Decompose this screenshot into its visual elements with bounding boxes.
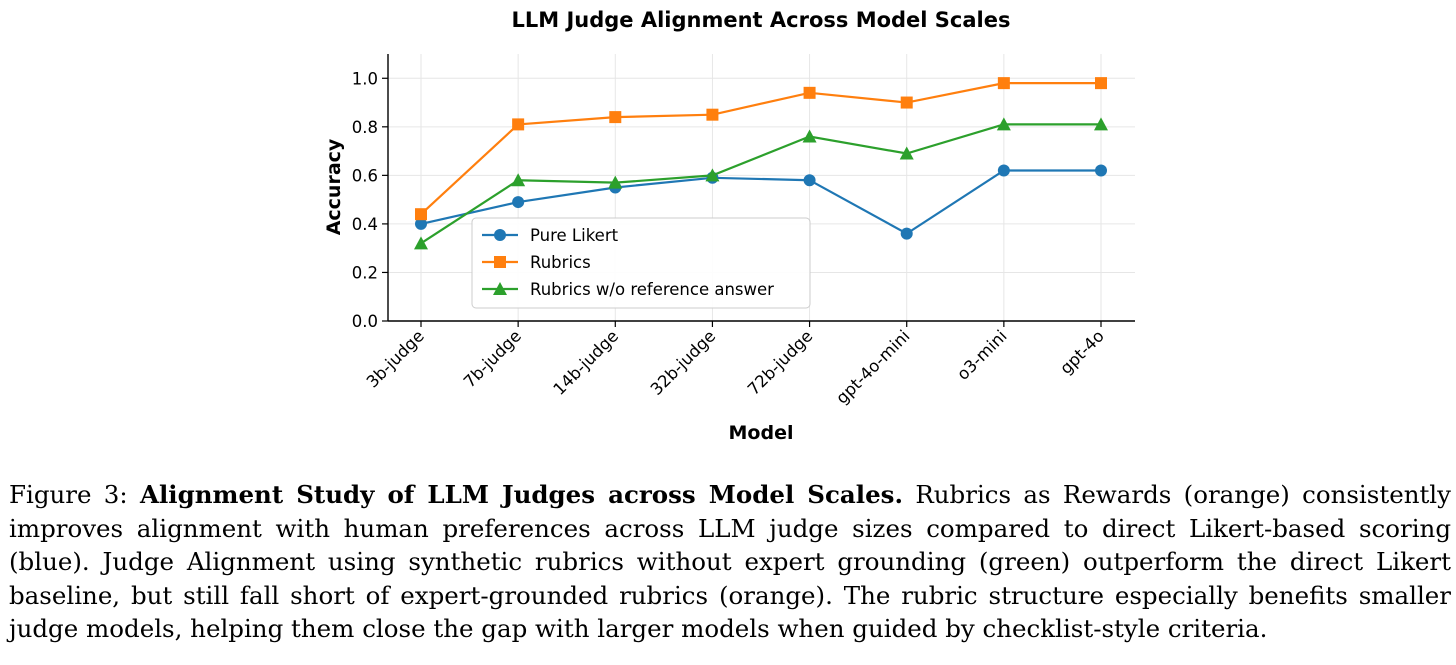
y-tick-label: 1.0 xyxy=(352,69,378,88)
series-line xyxy=(420,82,1101,216)
x-tick-label: 14b-judge xyxy=(550,326,623,399)
x-ticks: 3b-judge 7b-judge 14b-judge 32b-judge 72b-ju… xyxy=(363,321,1108,408)
data-point xyxy=(1094,117,1108,131)
legend: Pure Likert Rubrics Rubrics w/o reference … xyxy=(471,217,811,309)
data-point xyxy=(414,236,428,250)
data-point xyxy=(609,111,622,124)
caption-label: Figure 3: xyxy=(9,480,128,509)
y-axis-label: Accuracy xyxy=(323,138,345,235)
data-point xyxy=(803,86,816,99)
data-point xyxy=(512,196,525,209)
data-point xyxy=(415,217,427,230)
x-tick-label: 72b-judge xyxy=(744,326,817,399)
legend-label: Rubrics w/o reference answer xyxy=(530,280,774,299)
data-point xyxy=(802,129,817,143)
series-line xyxy=(420,123,1101,245)
x-tick-label: gpt-4o xyxy=(1056,326,1108,378)
y-tick-label: 0.2 xyxy=(352,263,378,282)
axes xyxy=(387,54,1135,322)
data-point xyxy=(803,174,816,187)
chart-title: LLM Judge Alignment Across Model Scales xyxy=(512,8,1011,32)
data-point xyxy=(996,117,1011,131)
data-point xyxy=(997,164,1010,177)
y-tick-label: 0.8 xyxy=(352,118,378,137)
data-point xyxy=(415,208,427,221)
data-point xyxy=(706,108,719,121)
x-tick-label: 3b-judge xyxy=(363,326,428,391)
series-2 xyxy=(415,77,1107,221)
y-tick-label: 0.4 xyxy=(352,215,378,234)
data-point xyxy=(511,173,526,187)
figure-caption: Figure 3: Alignment Study of LLM Judges … xyxy=(9,478,1451,646)
y-ticks: 0.0 0.2 0.4 0.6 0.8 1.0 xyxy=(352,69,388,331)
legend-marker xyxy=(493,282,507,295)
series-3 xyxy=(414,117,1108,250)
x-tick-label: 32b-judge xyxy=(647,326,720,399)
caption-text: Rubrics as Rewards (orange) consistently… xyxy=(9,480,1451,643)
legend-marker xyxy=(494,256,506,268)
legend-box xyxy=(471,217,811,309)
legend-marker xyxy=(494,229,506,241)
data-point xyxy=(608,175,623,189)
y-tick-label: 0.0 xyxy=(352,312,378,331)
data-point xyxy=(900,96,913,109)
x-tick-label: o3-mini xyxy=(953,326,1010,383)
data-point xyxy=(900,227,913,240)
legend-label: Rubrics xyxy=(530,253,591,272)
data-point xyxy=(997,77,1010,90)
caption-bold-title: Alignment Study of LLM Judges across Mod… xyxy=(139,480,904,509)
legend-label: Pure Likert xyxy=(530,226,619,245)
series-layer xyxy=(414,77,1108,250)
data-point xyxy=(899,146,914,160)
x-axis-label: Model xyxy=(729,422,794,444)
data-point xyxy=(1095,164,1107,177)
series-line xyxy=(420,169,1101,235)
data-point xyxy=(512,118,525,131)
data-point xyxy=(705,168,720,182)
x-tick-label: 7b-judge xyxy=(460,326,525,391)
line-chart: LLM Judge Alignment Across Model Scales … xyxy=(323,8,1135,444)
data-point xyxy=(1095,77,1107,90)
y-tick-label: 0.6 xyxy=(352,166,378,185)
x-tick-label: gpt-4o-mini xyxy=(832,326,913,407)
